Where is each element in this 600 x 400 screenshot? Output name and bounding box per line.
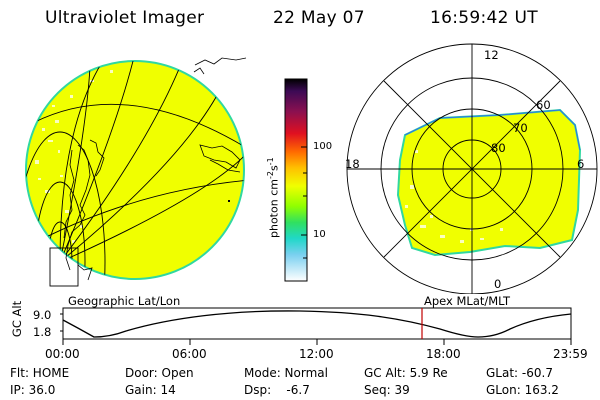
mlat-label-80: 80 xyxy=(491,141,506,155)
mlat-label-60: 60 xyxy=(536,98,551,112)
geographic-panel-label: Geographic Lat/Lon xyxy=(68,294,181,308)
uv-disk xyxy=(25,60,245,280)
alt-tick-9: 9.0 xyxy=(33,308,52,322)
x-tick-0600: 06:00 xyxy=(172,347,207,361)
colorbar-unit-label: photon cm-2s-1 xyxy=(266,157,281,238)
status-dsp: Dsp: -6.7 xyxy=(244,383,310,397)
mlt-label-6: 6 xyxy=(577,157,585,171)
polar-grid xyxy=(346,43,598,294)
x-tick-0000: 00:00 xyxy=(45,347,80,361)
image-blue-edge xyxy=(404,109,581,151)
time-label: 16:59:42 UT xyxy=(430,8,538,28)
date-label: 22 May 07 xyxy=(273,8,365,28)
mlat-label-70: 70 xyxy=(513,121,528,135)
colorbar-tick-10: 10 xyxy=(313,229,326,240)
status-door: Door: Open xyxy=(125,366,194,380)
status-ip: IP: 36.0 xyxy=(10,383,56,397)
x-tick-2359: 23:59 xyxy=(553,347,588,361)
x-tick-1200: 12:00 xyxy=(299,347,334,361)
mlt-label-12: 12 xyxy=(484,48,499,62)
coastlines xyxy=(63,57,247,281)
status-gc-alt: GC Alt: 5.9 Re xyxy=(364,366,448,380)
altitude-plot xyxy=(60,307,572,345)
mlt-label-18: 18 xyxy=(345,157,360,171)
x-tick-1800: 18:00 xyxy=(426,347,461,361)
alt-tick-1-8: 1.8 xyxy=(33,325,52,339)
altitude-curve xyxy=(62,310,572,338)
status-glon: GLon: 163.2 xyxy=(486,383,559,397)
mlt-label-0: 0 xyxy=(494,277,502,291)
speckle-texture-right xyxy=(405,150,503,243)
status-mode: Mode: Normal xyxy=(244,366,328,380)
apex-panel-label: Apex MLat/MLT xyxy=(424,294,511,308)
colorbar xyxy=(284,78,308,282)
reference-box xyxy=(49,247,79,287)
status-glat: GLat: -60.7 xyxy=(486,366,553,380)
status-flight: Flt: HOME xyxy=(10,366,70,380)
magnetic-polar-panel xyxy=(346,43,598,294)
alt-axis-label: GC Alt xyxy=(10,300,24,338)
island-dot xyxy=(228,200,230,202)
colorbar-tick-100: 100 xyxy=(313,141,333,152)
status-seq: Seq: 39 xyxy=(364,383,410,397)
status-gain: Gain: 14 xyxy=(125,383,176,397)
app-title: Ultraviolet Imager xyxy=(45,8,205,28)
geographic-image-panel xyxy=(25,57,247,287)
